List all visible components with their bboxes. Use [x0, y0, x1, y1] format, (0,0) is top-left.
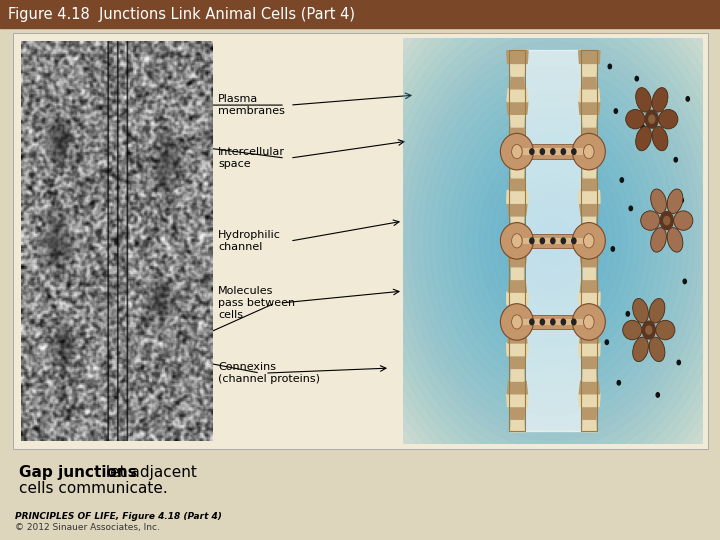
Ellipse shape: [656, 320, 675, 340]
Ellipse shape: [623, 320, 642, 340]
Text: Gap junctions: Gap junctions: [19, 464, 137, 480]
Circle shape: [611, 247, 614, 251]
Bar: [523, 233, 583, 248]
Ellipse shape: [652, 87, 668, 112]
Circle shape: [626, 312, 629, 316]
Ellipse shape: [584, 145, 594, 159]
Bar: [523, 238, 583, 244]
Ellipse shape: [626, 110, 645, 129]
Ellipse shape: [636, 87, 652, 112]
Circle shape: [686, 97, 690, 101]
Circle shape: [530, 238, 534, 244]
Text: cells communicate.: cells communicate.: [19, 481, 168, 496]
Bar: [13, 33, 708, 449]
Circle shape: [608, 64, 611, 69]
Circle shape: [540, 319, 544, 325]
Ellipse shape: [572, 133, 606, 170]
Ellipse shape: [667, 228, 683, 252]
Circle shape: [660, 212, 673, 230]
Circle shape: [606, 340, 608, 345]
Ellipse shape: [633, 299, 649, 323]
Ellipse shape: [659, 110, 678, 129]
Text: Molecules
pass between
cells: Molecules pass between cells: [218, 287, 295, 320]
Ellipse shape: [512, 145, 522, 159]
Circle shape: [635, 76, 639, 81]
Circle shape: [562, 149, 565, 154]
Ellipse shape: [651, 228, 667, 252]
Text: Figure 4.18  Junctions Link Animal Cells (Part 4): Figure 4.18 Junctions Link Animal Cells …: [8, 6, 355, 22]
Circle shape: [562, 238, 565, 244]
Text: Intercellular
space: Intercellular space: [218, 147, 285, 169]
Circle shape: [572, 238, 576, 244]
Circle shape: [642, 321, 655, 339]
Ellipse shape: [649, 337, 665, 362]
Ellipse shape: [667, 189, 683, 213]
Ellipse shape: [636, 126, 652, 151]
Ellipse shape: [651, 189, 667, 213]
Circle shape: [540, 149, 544, 154]
Bar: [523, 319, 583, 325]
Text: © 2012 Sinauer Associates, Inc.: © 2012 Sinauer Associates, Inc.: [15, 523, 160, 532]
Circle shape: [530, 149, 534, 154]
Ellipse shape: [652, 126, 668, 151]
Circle shape: [683, 279, 686, 284]
Bar: [508, 50, 525, 431]
Ellipse shape: [584, 234, 594, 248]
Ellipse shape: [500, 133, 534, 170]
Bar: [523, 315, 583, 329]
Bar: [523, 144, 583, 159]
Ellipse shape: [584, 315, 594, 329]
Circle shape: [562, 319, 565, 325]
Ellipse shape: [572, 303, 606, 340]
Text: let adjacent: let adjacent: [101, 464, 197, 480]
Circle shape: [674, 158, 678, 162]
Bar: [0, 0, 720, 28]
Ellipse shape: [512, 315, 522, 329]
Circle shape: [629, 206, 632, 211]
Text: Plasma
membranes: Plasma membranes: [218, 94, 285, 116]
Ellipse shape: [500, 222, 534, 259]
Ellipse shape: [674, 211, 693, 230]
Text: PRINCIPLES OF LIFE, Figure 4.18 (Part 4): PRINCIPLES OF LIFE, Figure 4.18 (Part 4): [15, 512, 222, 521]
Circle shape: [645, 110, 658, 128]
Ellipse shape: [512, 234, 522, 248]
Circle shape: [572, 319, 576, 325]
Circle shape: [680, 198, 683, 202]
Bar: [523, 148, 583, 155]
Circle shape: [620, 178, 624, 182]
Text: Hydrophilic
channel: Hydrophilic channel: [218, 230, 281, 252]
Ellipse shape: [641, 211, 660, 230]
Circle shape: [551, 238, 555, 244]
Circle shape: [551, 319, 555, 325]
Ellipse shape: [633, 337, 649, 362]
Circle shape: [641, 125, 644, 130]
Circle shape: [649, 115, 654, 123]
Circle shape: [677, 360, 680, 364]
Circle shape: [656, 393, 660, 397]
Circle shape: [664, 217, 670, 225]
Circle shape: [551, 149, 555, 154]
Circle shape: [614, 109, 618, 113]
Circle shape: [646, 326, 652, 334]
Ellipse shape: [572, 222, 606, 259]
Bar: [580, 50, 597, 431]
Circle shape: [540, 238, 544, 244]
Text: Connexins
(channel proteins): Connexins (channel proteins): [218, 362, 320, 384]
Circle shape: [572, 149, 576, 154]
Circle shape: [530, 319, 534, 325]
Circle shape: [617, 381, 621, 385]
Ellipse shape: [649, 299, 665, 323]
Ellipse shape: [500, 303, 534, 340]
